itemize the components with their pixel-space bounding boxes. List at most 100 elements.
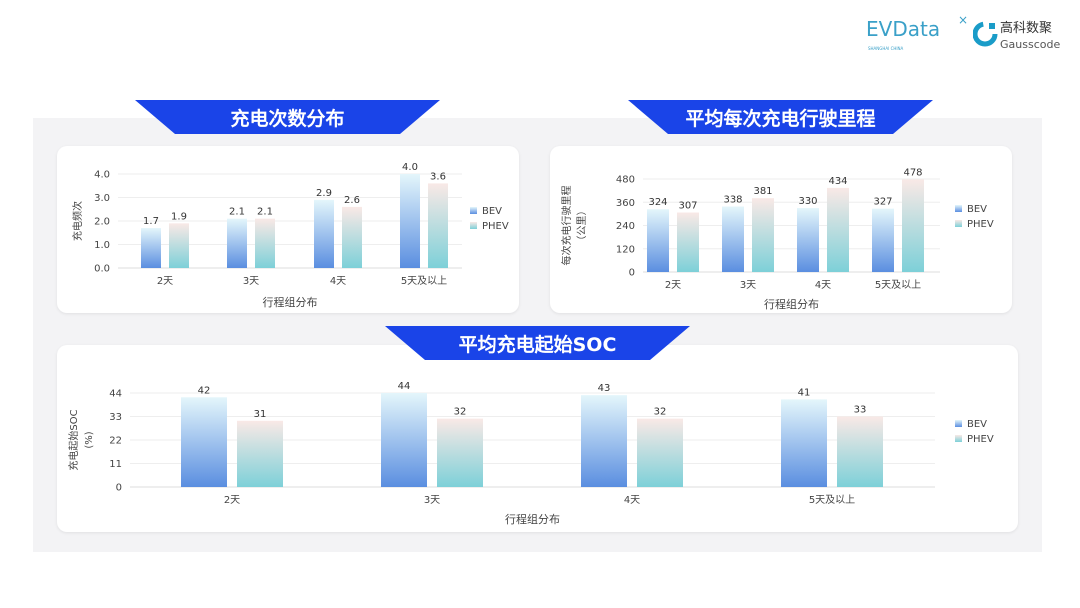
data-label: 2.9 [316, 188, 332, 199]
banner-charge-count: 充电次数分布 [135, 100, 440, 134]
data-label: 1.7 [143, 216, 159, 227]
bar-phev [237, 420, 283, 487]
legend-swatch-bev [955, 420, 962, 427]
bar-phev [837, 416, 883, 487]
banner-title: 平均每次充电行驶里程 [685, 107, 876, 130]
data-label: 33 [854, 405, 867, 416]
y-tick-label: 3.0 [94, 193, 110, 204]
x-tick-label: 2天 [224, 495, 240, 506]
x-tick-label: 4天 [815, 280, 831, 291]
bar-bev [227, 218, 247, 268]
x-tick-label: 2天 [665, 280, 681, 291]
bar-bev [400, 174, 420, 268]
legend-swatch-phev [470, 222, 477, 229]
data-label: 1.9 [171, 211, 187, 222]
legend-swatch-bev [470, 207, 477, 214]
data-label: 43 [598, 383, 611, 394]
y-tick-label: 4.0 [94, 170, 110, 181]
bar-phev [677, 212, 699, 272]
data-label: 44 [398, 381, 411, 392]
x-tick-label: 3天 [740, 280, 756, 291]
legend-swatch-bev [955, 205, 962, 212]
x-tick-label: 5天及以上 [875, 279, 921, 291]
y-axis-label: 每次充电行驶里程 [560, 186, 573, 266]
data-label: 41 [798, 387, 811, 398]
legend-label: BEV [482, 206, 502, 217]
banner-title: 平均充电起始SOC [458, 333, 617, 356]
x-axis-label: 行程组分布 [263, 295, 318, 309]
x-tick-label: 3天 [243, 276, 259, 287]
x-tick-label: 4天 [624, 495, 640, 506]
y-axis-label-unit: （公里） [576, 206, 588, 246]
bar-bev [722, 206, 744, 272]
x-tick-label: 4天 [330, 276, 346, 287]
x-tick-label: 2天 [157, 276, 173, 287]
x-axis-label: 行程组分布 [505, 512, 560, 526]
bar-bev [314, 199, 334, 268]
banner-mileage: 平均每次充电行驶里程 [628, 100, 933, 134]
svg-text:×: × [958, 14, 968, 27]
bar-bev [781, 399, 827, 487]
bar-phev [169, 223, 189, 268]
data-label: 381 [753, 186, 772, 197]
x-axis-label: 行程组分布 [764, 297, 819, 311]
card-mileage: 0 120 240 360 480 2天 3天 4天 5天及以上 324 338 330 327 BEV 3… [550, 146, 1012, 313]
banner-soc: 平均充电起始SOC [385, 326, 690, 360]
x-tick-label: 3天 [424, 495, 440, 506]
data-label: 2.1 [229, 207, 245, 218]
y-tick-label: 360 [616, 198, 635, 209]
legend-label: PHEV [482, 221, 509, 232]
legend-label: PHEV [967, 434, 994, 445]
data-label: 4.0 [402, 162, 418, 173]
y-tick-label: 11 [109, 459, 122, 470]
bar-phev [437, 418, 483, 487]
y-tick-label: 120 [616, 244, 635, 255]
data-label: 31 [254, 409, 267, 420]
bar-phev [902, 179, 924, 272]
legend-swatch-phev [955, 220, 962, 227]
card-charge-count: 0.0 1.0 2.0 3.0 4.0 2天 3天 4天 5天及以上 1.7 2.1 2.9 4.0 BE… [57, 146, 519, 313]
y-tick-label: 480 [616, 175, 635, 186]
y-tick-label: 0 [629, 268, 635, 279]
y-tick-label: 1.0 [94, 240, 110, 251]
data-label: 42 [198, 385, 211, 396]
data-label: 307 [678, 201, 697, 212]
banner-title: 充电次数分布 [230, 107, 345, 130]
y-tick-label: 33 [109, 412, 122, 423]
data-label: 2.1 [257, 207, 273, 218]
data-label: 32 [454, 407, 467, 418]
x-tick-label: 5天及以上 [401, 275, 447, 287]
data-label: 338 [723, 195, 742, 206]
card-soc: 0 11 22 33 44 2天 3天 4天 5天及以上 42 44 43 41 BEV 31 32 32 33 P… [57, 345, 1018, 532]
bar-bev [181, 397, 227, 487]
data-label: 330 [798, 196, 817, 207]
data-label: 434 [828, 176, 847, 187]
bar-phev [342, 206, 362, 268]
bar-phev [637, 418, 683, 487]
legend-label: BEV [967, 204, 987, 215]
y-tick-label: 44 [109, 389, 122, 400]
y-axis-label: 充电起始SOC [67, 409, 80, 470]
bar-phev [827, 187, 849, 272]
y-axis-label: 充电频次 [71, 201, 84, 241]
legend-swatch-phev [955, 435, 962, 442]
bar-phev [752, 198, 774, 272]
y-tick-label: 0.0 [94, 264, 110, 275]
legend-label: PHEV [967, 219, 994, 230]
y-tick-label: 240 [616, 221, 635, 232]
bar-bev [647, 209, 669, 272]
y-axis-label-unit: (%) [84, 431, 95, 448]
bar-bev [581, 395, 627, 487]
y-tick-label: 22 [109, 436, 122, 447]
y-tick-label: 0 [116, 483, 122, 494]
data-label: 327 [873, 197, 892, 208]
evdata-logo: EVData × SHANGHAI CHINA [866, 13, 971, 60]
svg-text:SHANGHAI CHINA: SHANGHAI CHINA [868, 46, 904, 51]
bar-bev [797, 208, 819, 272]
data-label: 324 [648, 197, 667, 208]
svg-text:EVData: EVData [866, 17, 940, 41]
data-label: 32 [654, 407, 667, 418]
data-label: 3.6 [430, 171, 446, 182]
bar-bev [141, 228, 161, 268]
data-label: 2.6 [344, 195, 360, 206]
